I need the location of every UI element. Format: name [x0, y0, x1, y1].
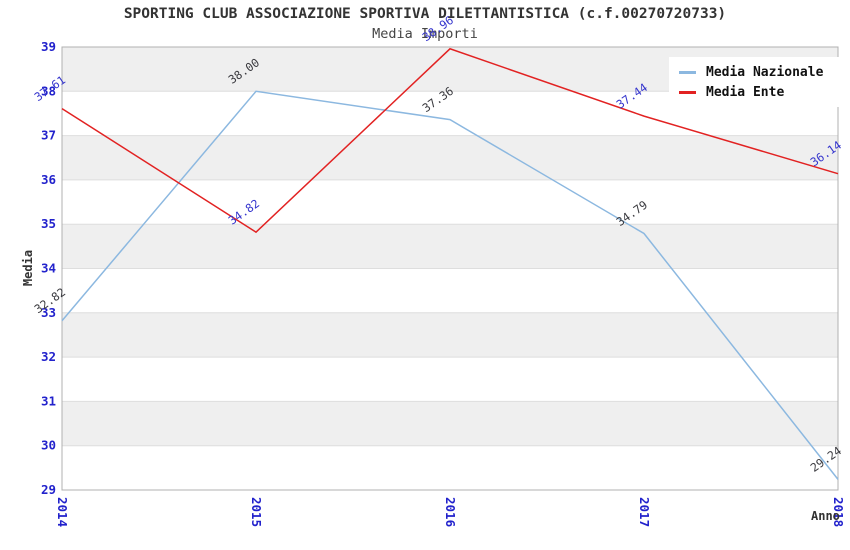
series-line-media-nazionale	[61, 90, 839, 480]
value-label: 34.82	[226, 196, 262, 227]
plot-border	[61, 46, 839, 491]
y-tick-label: 32	[41, 349, 56, 364]
y-tick-label: 38	[41, 83, 56, 98]
chart-subtitle: Media Importi	[372, 26, 478, 42]
x-axis-title: Anno	[811, 509, 840, 523]
y-tick-label: 31	[41, 393, 56, 408]
y-tick-label: 33	[41, 305, 56, 320]
y-tick-label: 29	[41, 482, 56, 497]
y-tick-label: 39	[41, 39, 56, 54]
x-tick-label: 2018	[831, 497, 846, 527]
band	[62, 401, 838, 446]
x-tick-label: 2017	[637, 497, 652, 527]
y-axis-title: Media	[21, 249, 35, 287]
legend-label-media-ente: Media Ente	[706, 84, 785, 100]
legend-item-media-ente: Media Ente	[679, 82, 850, 102]
y-tick-label: 30	[41, 438, 56, 453]
value-label: 38.96	[420, 13, 456, 44]
band	[62, 135, 838, 180]
page-title: SPORTING CLUB ASSOCIAZIONE SPORTIVA DILE…	[123, 6, 727, 22]
y-tick-label: 36	[41, 172, 56, 187]
x-tick-label: 2015	[249, 497, 264, 527]
band	[62, 312, 838, 358]
y-tick-label: 37	[41, 128, 56, 143]
legend-swatch-media-nazionale	[679, 70, 696, 74]
chart-legend: Media Nazionale Media Ente	[669, 57, 850, 107]
series-line-media-ente	[61, 47, 839, 234]
x-tick-label: 2016	[443, 497, 458, 527]
legend-item-media-nazionale: Media Nazionale	[679, 62, 850, 82]
y-tick-label: 35	[41, 216, 56, 231]
y-tick-label: 34	[41, 261, 56, 276]
x-tick-label: 2014	[55, 497, 70, 527]
legend-label-media-nazionale: Media Nazionale	[706, 64, 824, 80]
band	[62, 224, 838, 269]
legend-swatch-media-ente	[679, 90, 696, 94]
